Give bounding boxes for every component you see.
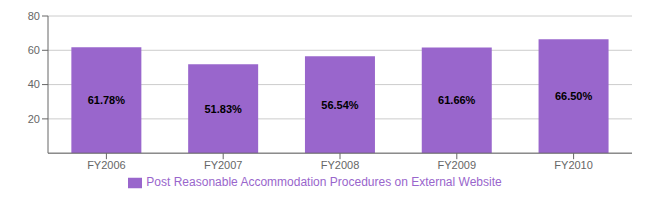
svg-text:FY2007: FY2007 — [204, 159, 243, 171]
svg-text:51.83%: 51.83% — [205, 103, 243, 115]
svg-text:20: 20 — [28, 113, 40, 125]
svg-text:66.50%: 66.50% — [555, 90, 593, 102]
svg-text:80: 80 — [28, 10, 40, 22]
svg-text:FY2010: FY2010 — [554, 159, 593, 171]
svg-text:56.54%: 56.54% — [321, 99, 359, 111]
svg-text:61.66%: 61.66% — [438, 94, 476, 106]
svg-text:FY2006: FY2006 — [87, 159, 126, 171]
svg-text:40: 40 — [28, 78, 40, 90]
svg-text:FY2009: FY2009 — [438, 159, 477, 171]
svg-text:61.78%: 61.78% — [88, 94, 126, 106]
svg-text:60: 60 — [28, 44, 40, 56]
svg-text:FY2008: FY2008 — [321, 159, 360, 171]
html-text:Post Reasonable Accommodation: Post Reasonable Accommodation Procedures… — [146, 175, 502, 190]
